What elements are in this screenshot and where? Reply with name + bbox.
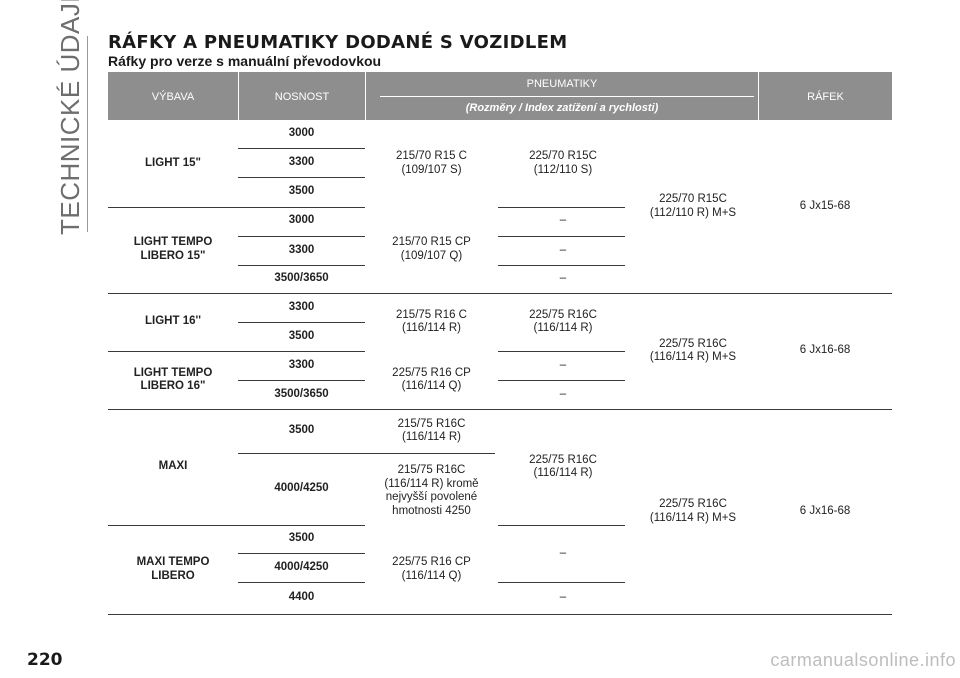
tire-size-ms: 225/75 R16C (116/114 R) M+S [649,498,737,524]
trim-divider [108,351,365,352]
trim-name: LIGHT 16'' [145,315,201,328]
tire-size-secondary: – [559,546,567,559]
header-pneumatiky-sub: (Rozměry / Index zatížení a rychlosti) [465,102,659,114]
load-capacity: 4000/4250 [274,560,329,573]
watermark: carmanualsonline.info [770,650,956,670]
tire-size-primary: 225/75 R16 CP (116/114 Q) [392,366,471,393]
load-divider [238,322,365,323]
tire-size-secondary: – [559,591,567,604]
trim-divider [108,207,365,208]
tire2-divider [498,582,625,583]
group-divider [108,409,892,410]
tire-size-primary: 215/70 R15 CP (109/107 Q) [392,236,471,262]
trim-divider [108,525,365,526]
load-capacity: 3300 [288,243,315,256]
rim-size: 6 Jx16-68 [799,344,851,357]
load-capacity: 4400 [288,591,315,604]
tyre-table: VÝBAVA NOSNOST PNEUMATIKY (Rozměry / Ind… [108,72,892,618]
load-capacity: 3300 [288,155,315,168]
rim-size: 6 Jx15-68 [799,199,851,212]
load-capacity: 3300 [288,358,315,371]
header-separator [238,72,239,120]
tire-size-primary: 225/75 R16 CP (116/114 Q) [392,556,471,582]
trim-divider [498,351,625,352]
load-capacity: 3500 [288,329,315,342]
header-pneumatiky: PNEUMATIKY [526,78,598,90]
load-divider [238,265,365,266]
load-divider [238,553,365,554]
header-inner-rule [380,96,754,97]
tire-size-primary: 215/70 R15 C (109/107 S) [396,150,467,176]
load-capacity: 3500 [288,424,315,437]
tire-size-primary: 215/75 R16 C (116/114 R) [396,308,467,335]
page-number: 220 [27,650,63,670]
tire-size-secondary: – [559,272,567,285]
load-capacity: 3500/3650 [274,272,329,285]
tire-size-ms: 225/75 R16C (116/114 R) M+S [649,337,737,364]
trim-name: LIGHT 15" [145,156,201,169]
group-divider [108,614,892,615]
load-divider [238,177,365,178]
trim-name: MAXI TEMPO LIBERO [136,556,210,582]
tire-size-secondary: – [559,214,567,227]
tire-size-secondary: 225/70 R15C (112/110 S) [529,150,597,176]
load-capacity: 3000 [288,127,315,140]
trim-name: MAXI [158,460,188,473]
trim-name: LIGHT TEMPO LIBERO 16" [133,366,213,393]
load-divider [238,453,365,454]
load-capacity: 3500 [288,532,315,545]
trim-name: LIGHT TEMPO LIBERO 15" [133,236,213,262]
load-divider [238,236,365,237]
tire-size-primary: 215/75 R16C (116/114 R) [397,417,466,444]
load-capacity: 3300 [288,300,315,313]
load-divider [238,380,365,381]
header-rafek: RÁFEK [807,91,844,103]
trim-divider [498,525,625,526]
tire-size-secondary: – [559,387,567,400]
load-capacity: 4000/4250 [274,482,329,495]
header-separator [365,72,366,120]
tire-size-secondary: 225/75 R16C (116/114 R) [529,453,597,480]
page-subtitle: Ráfky pro verze s manuální převodovkou [108,53,382,69]
load-divider [238,582,365,583]
tire-size-primary: 215/75 R16C (116/114 R) kromě nejvyšší p… [384,464,479,517]
tire-size-secondary: – [559,243,567,256]
tire-size-secondary: 225/75 R16C (116/114 R) [529,308,597,335]
page-title: RÁFKY A PNEUMATIKY DODANÉ S VOZIDLEM [108,32,568,53]
load-capacity: 3000 [288,214,315,227]
side-rule [87,36,88,232]
tire2-divider [498,236,625,237]
header-vybava: VÝBAVA [151,91,195,103]
group-divider [108,293,892,294]
trim-divider [498,207,625,208]
load-divider [238,148,365,149]
load-capacity: 3500/3650 [274,387,329,400]
load-capacity: 3500 [288,185,315,198]
tire2-divider [498,265,625,266]
header-separator [758,72,759,120]
rim-size: 6 Jx16-68 [799,504,851,517]
tire2-divider [498,380,625,381]
header-nosnost: NOSNOST [274,91,330,103]
tire-size-secondary: – [559,358,567,371]
tire-size-ms: 225/70 R15C (112/110 R) M+S [649,193,737,219]
tire-divider [365,453,495,454]
